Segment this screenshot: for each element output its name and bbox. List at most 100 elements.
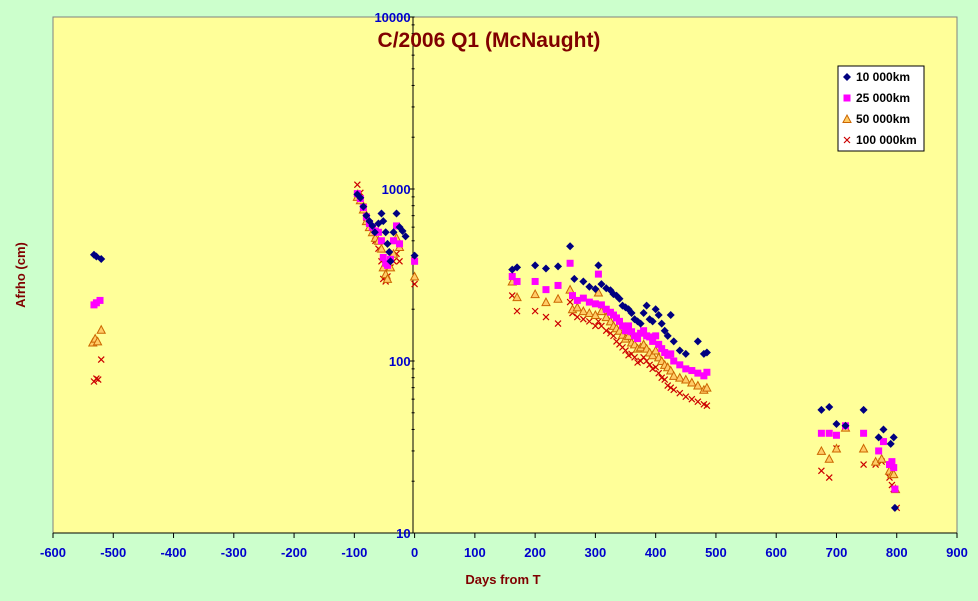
- data-point: [513, 277, 521, 285]
- data-point: [675, 346, 684, 355]
- data-point: [359, 202, 368, 211]
- data-point: [825, 474, 833, 482]
- data-point: [389, 228, 398, 237]
- data-point: [512, 292, 522, 302]
- data-point: [693, 337, 702, 346]
- data-point: [602, 327, 610, 335]
- x-tick-label: -100: [341, 545, 367, 560]
- data-point: [553, 293, 563, 303]
- data-point: [658, 345, 666, 353]
- data-point: [817, 467, 825, 475]
- data-point: [649, 337, 657, 345]
- data-point: [92, 375, 100, 383]
- y-axis-label: Afrho (cm): [13, 242, 28, 308]
- data-point: [676, 361, 684, 369]
- data-point: [570, 274, 579, 283]
- data-point: [531, 277, 539, 285]
- data-point: [682, 393, 690, 401]
- data-point: [688, 395, 696, 403]
- data-point: [831, 443, 842, 453]
- data-point: [411, 280, 419, 288]
- data-point: [666, 311, 675, 320]
- data-point: [530, 289, 540, 299]
- x-tick-label: 300: [585, 545, 607, 560]
- data-point: [622, 347, 629, 354]
- data-point: [890, 503, 899, 512]
- data-point: [377, 209, 386, 218]
- data-point: [639, 309, 648, 318]
- data-point: [542, 286, 550, 294]
- data-point: [383, 239, 392, 248]
- data-point: [891, 485, 899, 493]
- x-tick-label: -600: [40, 545, 66, 560]
- data-point: [860, 461, 868, 468]
- data-point: [622, 327, 630, 335]
- data-point: [585, 298, 593, 306]
- data-point: [888, 458, 896, 466]
- x-tick-label: 900: [946, 545, 968, 560]
- data-point: [390, 237, 398, 245]
- data-point: [97, 356, 105, 363]
- chart-title: C/2006 Q1 (McNaught): [378, 29, 601, 52]
- data-point: [668, 370, 679, 380]
- data-point: [667, 350, 675, 358]
- data-point: [376, 243, 387, 253]
- data-point: [674, 372, 685, 382]
- x-tick-label: 0: [411, 545, 418, 560]
- legend-label: 100 000km: [856, 133, 917, 147]
- data-point: [703, 368, 711, 376]
- data-point: [591, 285, 600, 294]
- data-point: [694, 398, 702, 406]
- data-point: [379, 253, 387, 261]
- data-point: [554, 320, 562, 328]
- data-point: [377, 237, 385, 245]
- data-point: [411, 257, 419, 265]
- legend: 10 000km 25 000km 50 000km 100 000km: [837, 65, 925, 152]
- data-point: [859, 405, 868, 414]
- data-point: [572, 302, 583, 312]
- data-point: [650, 345, 661, 355]
- data-point: [386, 257, 395, 266]
- data-point: [661, 376, 669, 383]
- series-10-000km: [89, 190, 899, 512]
- data-point: [513, 307, 521, 315]
- data-point: [890, 464, 898, 472]
- data-point: [654, 311, 663, 320]
- x-tick-label: -200: [281, 545, 307, 560]
- data-point: [858, 443, 869, 453]
- data-point: [584, 307, 595, 318]
- data-point: [353, 181, 361, 189]
- data-point: [670, 357, 678, 365]
- data-point: [651, 305, 660, 314]
- data-point: [97, 254, 106, 263]
- data-point: [860, 429, 868, 437]
- data-point: [396, 257, 403, 265]
- data-point: [602, 305, 610, 313]
- data-point: [616, 317, 624, 325]
- data-point: [513, 263, 522, 272]
- data-point: [817, 405, 826, 414]
- x-tick-label: 400: [645, 545, 667, 560]
- data-point: [660, 326, 669, 335]
- data-point: [886, 439, 895, 448]
- data-point: [694, 369, 702, 377]
- x-tick-label: 800: [886, 545, 908, 560]
- data-point: [640, 327, 648, 335]
- data-point: [566, 298, 574, 306]
- data-point: [379, 217, 388, 226]
- data-point: [646, 333, 654, 341]
- y-tick-label: 10: [396, 526, 410, 541]
- legend-label: 50 000km: [856, 112, 910, 126]
- data-point: [647, 350, 658, 360]
- data-point: [888, 469, 899, 479]
- data-point: [96, 296, 104, 304]
- data-point: [652, 363, 660, 371]
- data-point: [568, 292, 576, 300]
- data-point: [682, 365, 690, 373]
- legend-marker: [843, 94, 851, 102]
- data-point: [409, 271, 420, 281]
- data-point: [680, 374, 691, 384]
- data-point: [579, 315, 587, 323]
- data-point: [368, 221, 377, 230]
